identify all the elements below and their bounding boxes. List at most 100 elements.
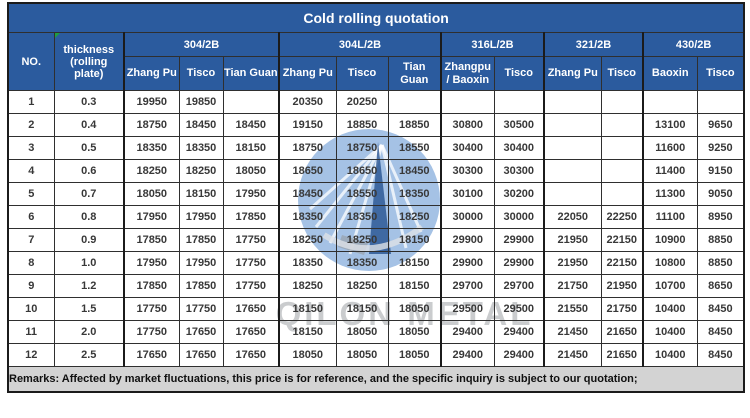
price-cell xyxy=(600,159,644,183)
price-cell: 17750 xyxy=(178,297,224,321)
price-cell: 30100 xyxy=(440,182,495,206)
price-cell: 17650 xyxy=(222,320,280,344)
col-header-thickness: thickness (rolling plate) xyxy=(53,32,125,91)
thickness-cell: 1.0 xyxy=(53,251,125,275)
price-cell xyxy=(543,136,602,160)
price-cell: 18050 xyxy=(222,159,280,183)
price-cell: 18350 xyxy=(387,182,442,206)
price-cell: 29500 xyxy=(440,297,495,321)
quotation-table: Cold rolling quotation NO. thickness (ro… xyxy=(7,2,746,393)
supplier-header: Tisco xyxy=(493,56,545,91)
price-cell: 29700 xyxy=(493,274,545,298)
price-cell: 18450 xyxy=(387,159,442,183)
price-cell: 11300 xyxy=(642,182,698,206)
price-cell: 21450 xyxy=(543,343,602,367)
table-row: 7 0.9 17850 17850 17750 18250 18250 18150 29900 2… xyxy=(7,228,745,252)
price-cell: 18150 xyxy=(387,228,442,252)
price-cell: 10700 xyxy=(642,274,698,298)
price-cell: 18550 xyxy=(387,136,442,160)
price-cell: 29400 xyxy=(440,320,495,344)
price-cell: 30000 xyxy=(493,205,545,229)
price-cell: 10400 xyxy=(642,343,698,367)
price-cell: 18750 xyxy=(335,136,389,160)
price-cell: 18850 xyxy=(387,113,442,137)
price-cell: 10900 xyxy=(642,228,698,252)
row-number-cell: 7 xyxy=(7,228,55,252)
price-cell: 30300 xyxy=(493,159,545,183)
price-cell: 21950 xyxy=(543,251,602,275)
supplier-header: Tian Guan xyxy=(222,56,280,91)
table-row: 10 1.5 17750 17750 17650 18150 18150 18050 29500… xyxy=(7,297,745,321)
grade-header-321-2b: 321/2B xyxy=(543,32,644,57)
comment-marker-icon xyxy=(55,33,60,38)
price-cell: 18250 xyxy=(387,205,442,229)
row-number-cell: 5 xyxy=(7,182,55,206)
thickness-cell: 2.5 xyxy=(53,343,125,367)
supplier-header: Baoxin xyxy=(642,56,698,91)
row-number-cell: 3 xyxy=(7,136,55,160)
thickness-label-line1: thickness xyxy=(63,43,115,56)
price-cell: 20350 xyxy=(278,90,337,114)
price-cell: 11600 xyxy=(642,136,698,160)
price-cell: 30000 xyxy=(440,205,495,229)
price-cell: 8450 xyxy=(696,343,745,367)
price-cell: 18150 xyxy=(387,251,442,275)
price-cell: 11400 xyxy=(642,159,698,183)
table-row: 2 0.4 18750 18450 18450 19150 18850 18850 30800 3… xyxy=(7,113,745,137)
thickness-cell: 0.7 xyxy=(53,182,125,206)
price-cell: 17850 xyxy=(123,228,180,252)
thickness-cell: 1.5 xyxy=(53,297,125,321)
price-cell: 11100 xyxy=(642,205,698,229)
price-cell: 18050 xyxy=(278,343,337,367)
price-cell: 17850 xyxy=(123,274,180,298)
price-cell: 18150 xyxy=(387,274,442,298)
price-cell: 17750 xyxy=(123,320,180,344)
price-cell: 18350 xyxy=(178,136,224,160)
price-cell: 17950 xyxy=(123,251,180,275)
price-cell: 29400 xyxy=(440,343,495,367)
price-cell: 18150 xyxy=(178,182,224,206)
thickness-cell: 1.2 xyxy=(53,274,125,298)
price-cell: 18250 xyxy=(278,274,337,298)
table-row: 9 1.2 17850 17850 17750 18250 18250 18150 29700 2… xyxy=(7,274,745,298)
price-cell: 18450 xyxy=(222,113,280,137)
price-cell: 17750 xyxy=(222,274,280,298)
price-cell: 18250 xyxy=(278,228,337,252)
row-number-cell: 4 xyxy=(7,159,55,183)
price-cell: 18050 xyxy=(335,320,389,344)
price-cell: 18350 xyxy=(278,251,337,275)
price-cell: 29400 xyxy=(493,343,545,367)
price-cell: 10800 xyxy=(642,251,698,275)
grade-header-304-2b: 304/2B xyxy=(123,32,280,57)
grade-header-row: NO. thickness (rolling plate) 304/2B 304… xyxy=(7,32,745,91)
table-row: 3 0.5 18350 18350 18150 18750 18750 18550 30400 3… xyxy=(7,136,745,160)
price-cell xyxy=(600,90,644,114)
price-cell xyxy=(543,113,602,137)
supplier-header: Zhang Pu xyxy=(278,56,337,91)
price-cell: 18250 xyxy=(335,274,389,298)
price-cell: 19950 xyxy=(123,90,180,114)
supplier-header-row: Zhang Pu Tisco Tian Guan Zhang Pu Tisco … xyxy=(8,56,745,91)
page-title: Cold rolling quotation xyxy=(7,2,745,33)
row-number-cell: 2 xyxy=(7,113,55,137)
price-cell: 30400 xyxy=(440,136,495,160)
price-cell: 21650 xyxy=(600,320,644,344)
price-cell: 17850 xyxy=(178,274,224,298)
grade-header-430-2b: 430/2B xyxy=(641,32,745,57)
price-cell xyxy=(543,90,602,114)
price-cell xyxy=(387,90,442,114)
price-cell: 8850 xyxy=(696,228,745,252)
price-cell: 18050 xyxy=(387,320,442,344)
price-cell: 18150 xyxy=(278,297,337,321)
price-cell: 21450 xyxy=(543,320,602,344)
title-row: Cold rolling quotation xyxy=(7,2,745,33)
price-cell: 17950 xyxy=(123,205,180,229)
grade-header-304l-2b: 304L/2B xyxy=(278,32,442,57)
price-cell: 21650 xyxy=(600,343,644,367)
price-cell: 22250 xyxy=(600,205,644,229)
price-cell: 29700 xyxy=(440,274,495,298)
price-cell: 18150 xyxy=(278,320,337,344)
price-cell: 18450 xyxy=(178,113,224,137)
row-number-cell: 6 xyxy=(7,205,55,229)
price-cell: 8450 xyxy=(696,320,745,344)
